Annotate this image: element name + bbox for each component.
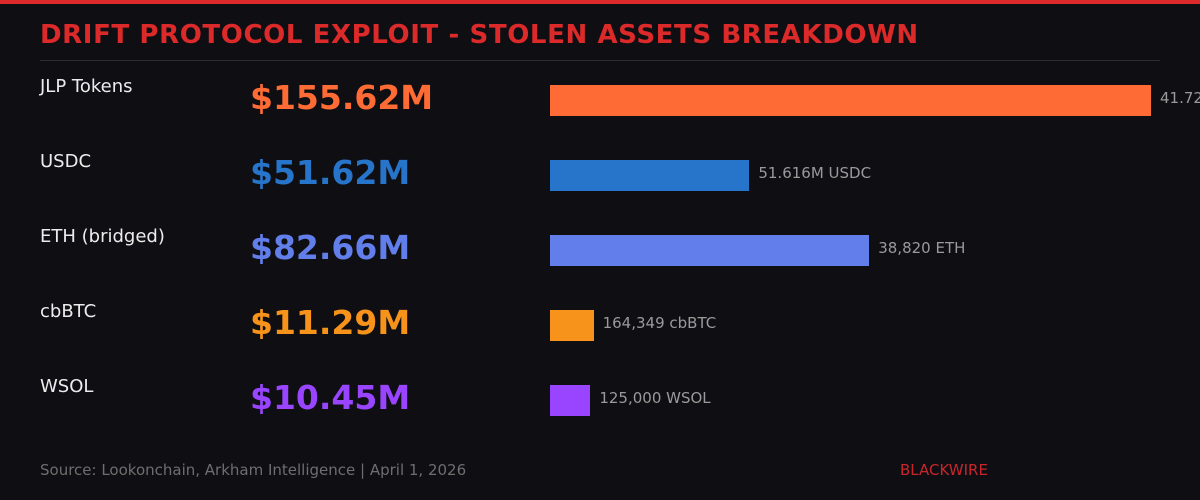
category-label: cbBTC: [40, 301, 97, 322]
bar-row: WSOL $10.45M 125,000 WSOL: [0, 370, 1200, 430]
quantity-label: 41.72: [1160, 89, 1200, 107]
category-label: USDC: [40, 151, 92, 172]
bar-row: cbBTC $11.29M 164,349 cbBTC: [0, 295, 1200, 355]
bar: [550, 385, 591, 416]
title-divider: [40, 60, 1160, 61]
bar: [550, 160, 750, 191]
bar: [550, 310, 594, 341]
bar: [550, 235, 870, 266]
bar-row: ETH (bridged) $82.66M 38,820 ETH: [0, 220, 1200, 280]
brand-logo: BLACKWIRE: [900, 461, 988, 479]
quantity-label: 164,349 cbBTC: [602, 314, 717, 332]
value-label: $51.62M: [250, 153, 411, 192]
quantity-label: 51.616M USDC: [758, 164, 872, 182]
quantity-label: 38,820 ETH: [878, 239, 966, 257]
source-note: Source: Lookonchain, Arkham Intelligence…: [40, 461, 467, 479]
quantity-label: 125,000 WSOL: [599, 389, 711, 407]
category-label: ETH (bridged): [40, 226, 165, 247]
top-accent-bar: [0, 0, 1200, 4]
chart-title: DRIFT PROTOCOL EXPLOIT - STOLEN ASSETS B…: [40, 20, 919, 50]
bar: [550, 85, 1151, 116]
value-label: $11.29M: [250, 303, 411, 342]
value-label: $155.62M: [250, 78, 434, 117]
category-label: WSOL: [40, 376, 94, 397]
category-label: JLP Tokens: [40, 76, 133, 97]
bar-row: JLP Tokens $155.62M 41.72: [0, 70, 1200, 130]
value-label: $10.45M: [250, 378, 411, 417]
bar-row: USDC $51.62M 51.616M USDC: [0, 145, 1200, 205]
value-label: $82.66M: [250, 228, 411, 267]
